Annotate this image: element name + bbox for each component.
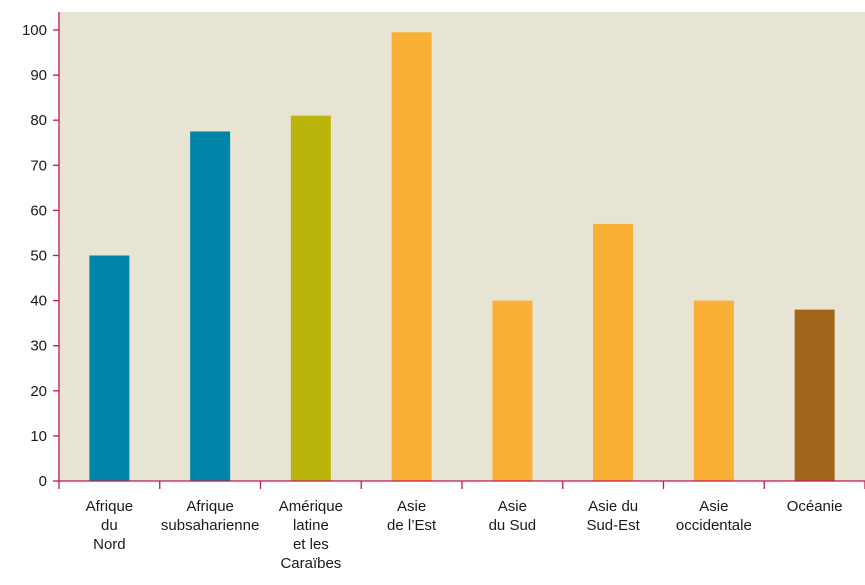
category-label: Amérique latine et les Caraïbes <box>279 498 343 572</box>
bar-7 <box>794 309 835 481</box>
y-tick-label: 100 <box>22 22 47 39</box>
y-tick-label: 0 <box>39 473 47 490</box>
category-label: Asie du Sud <box>489 498 537 534</box>
category-label-line: Sud-Est <box>586 517 640 534</box>
y-tick-label: 80 <box>30 112 47 129</box>
category-label: Asie occidentale <box>676 498 752 534</box>
category-label: Afrique subsaharienne <box>161 498 259 534</box>
category-label-line: Nord <box>93 536 126 553</box>
category-label-line: occidentale <box>676 517 752 534</box>
category-label-line: Asie <box>699 498 728 515</box>
y-tick-label: 70 <box>30 157 47 174</box>
category-label-line: et les <box>293 536 329 553</box>
category-label-line: latine <box>293 517 329 534</box>
category-label-line: subsaharienne <box>161 517 259 534</box>
y-tick-label: 10 <box>30 428 47 445</box>
x-axis-ticks <box>58 481 865 489</box>
bar-2 <box>290 115 331 481</box>
category-label-line: Asie <box>498 498 527 515</box>
bar-3 <box>391 32 432 481</box>
y-tick-label: 30 <box>30 338 47 355</box>
y-tick-label: 40 <box>30 293 47 310</box>
category-label-line: Océanie <box>787 498 843 515</box>
category-label-line: Caraïbes <box>280 555 341 572</box>
category-label-line: du Sud <box>489 517 537 534</box>
bars-group <box>89 32 835 481</box>
y-tick-label: 50 <box>30 248 47 265</box>
y-tick-label: 90 <box>30 67 47 84</box>
bar-5 <box>593 223 634 481</box>
category-label-line: Asie du <box>588 498 638 515</box>
category-label-line: du <box>101 517 118 534</box>
bar-4 <box>492 300 533 481</box>
category-label-line: Afrique <box>186 498 234 515</box>
y-tick-label: 60 <box>30 202 47 219</box>
bar-1 <box>190 131 231 481</box>
category-label-line: Amérique <box>279 498 343 515</box>
bar-0 <box>89 255 130 481</box>
category-label: Afrique du Nord <box>86 498 134 553</box>
y-axis-ticks: 0 10 20 30 40 50 60 70 80 90 100 <box>22 22 59 490</box>
category-label: Asie de l’Est <box>387 498 437 534</box>
bar-6 <box>693 300 734 481</box>
category-label: Asie du Sud-Est <box>586 498 640 534</box>
plot-background <box>59 12 865 481</box>
category-label-line: Afrique <box>86 498 134 515</box>
category-label-line: de l’Est <box>387 517 437 534</box>
category-labels: Afrique du Nord Afrique subsaharienne Amériqu… <box>86 498 843 572</box>
category-label: Océanie <box>787 498 843 515</box>
category-label-line: Asie <box>397 498 426 515</box>
y-tick-label: 20 <box>30 383 47 400</box>
